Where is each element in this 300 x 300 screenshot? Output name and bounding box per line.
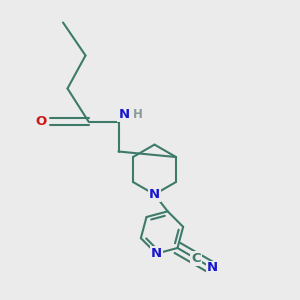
Text: N: N: [149, 188, 160, 201]
Text: N: N: [151, 247, 162, 260]
Text: O: O: [35, 115, 47, 128]
Text: N: N: [206, 262, 218, 275]
Text: N: N: [118, 108, 130, 122]
Text: C: C: [191, 252, 201, 265]
Text: H: H: [133, 108, 143, 122]
